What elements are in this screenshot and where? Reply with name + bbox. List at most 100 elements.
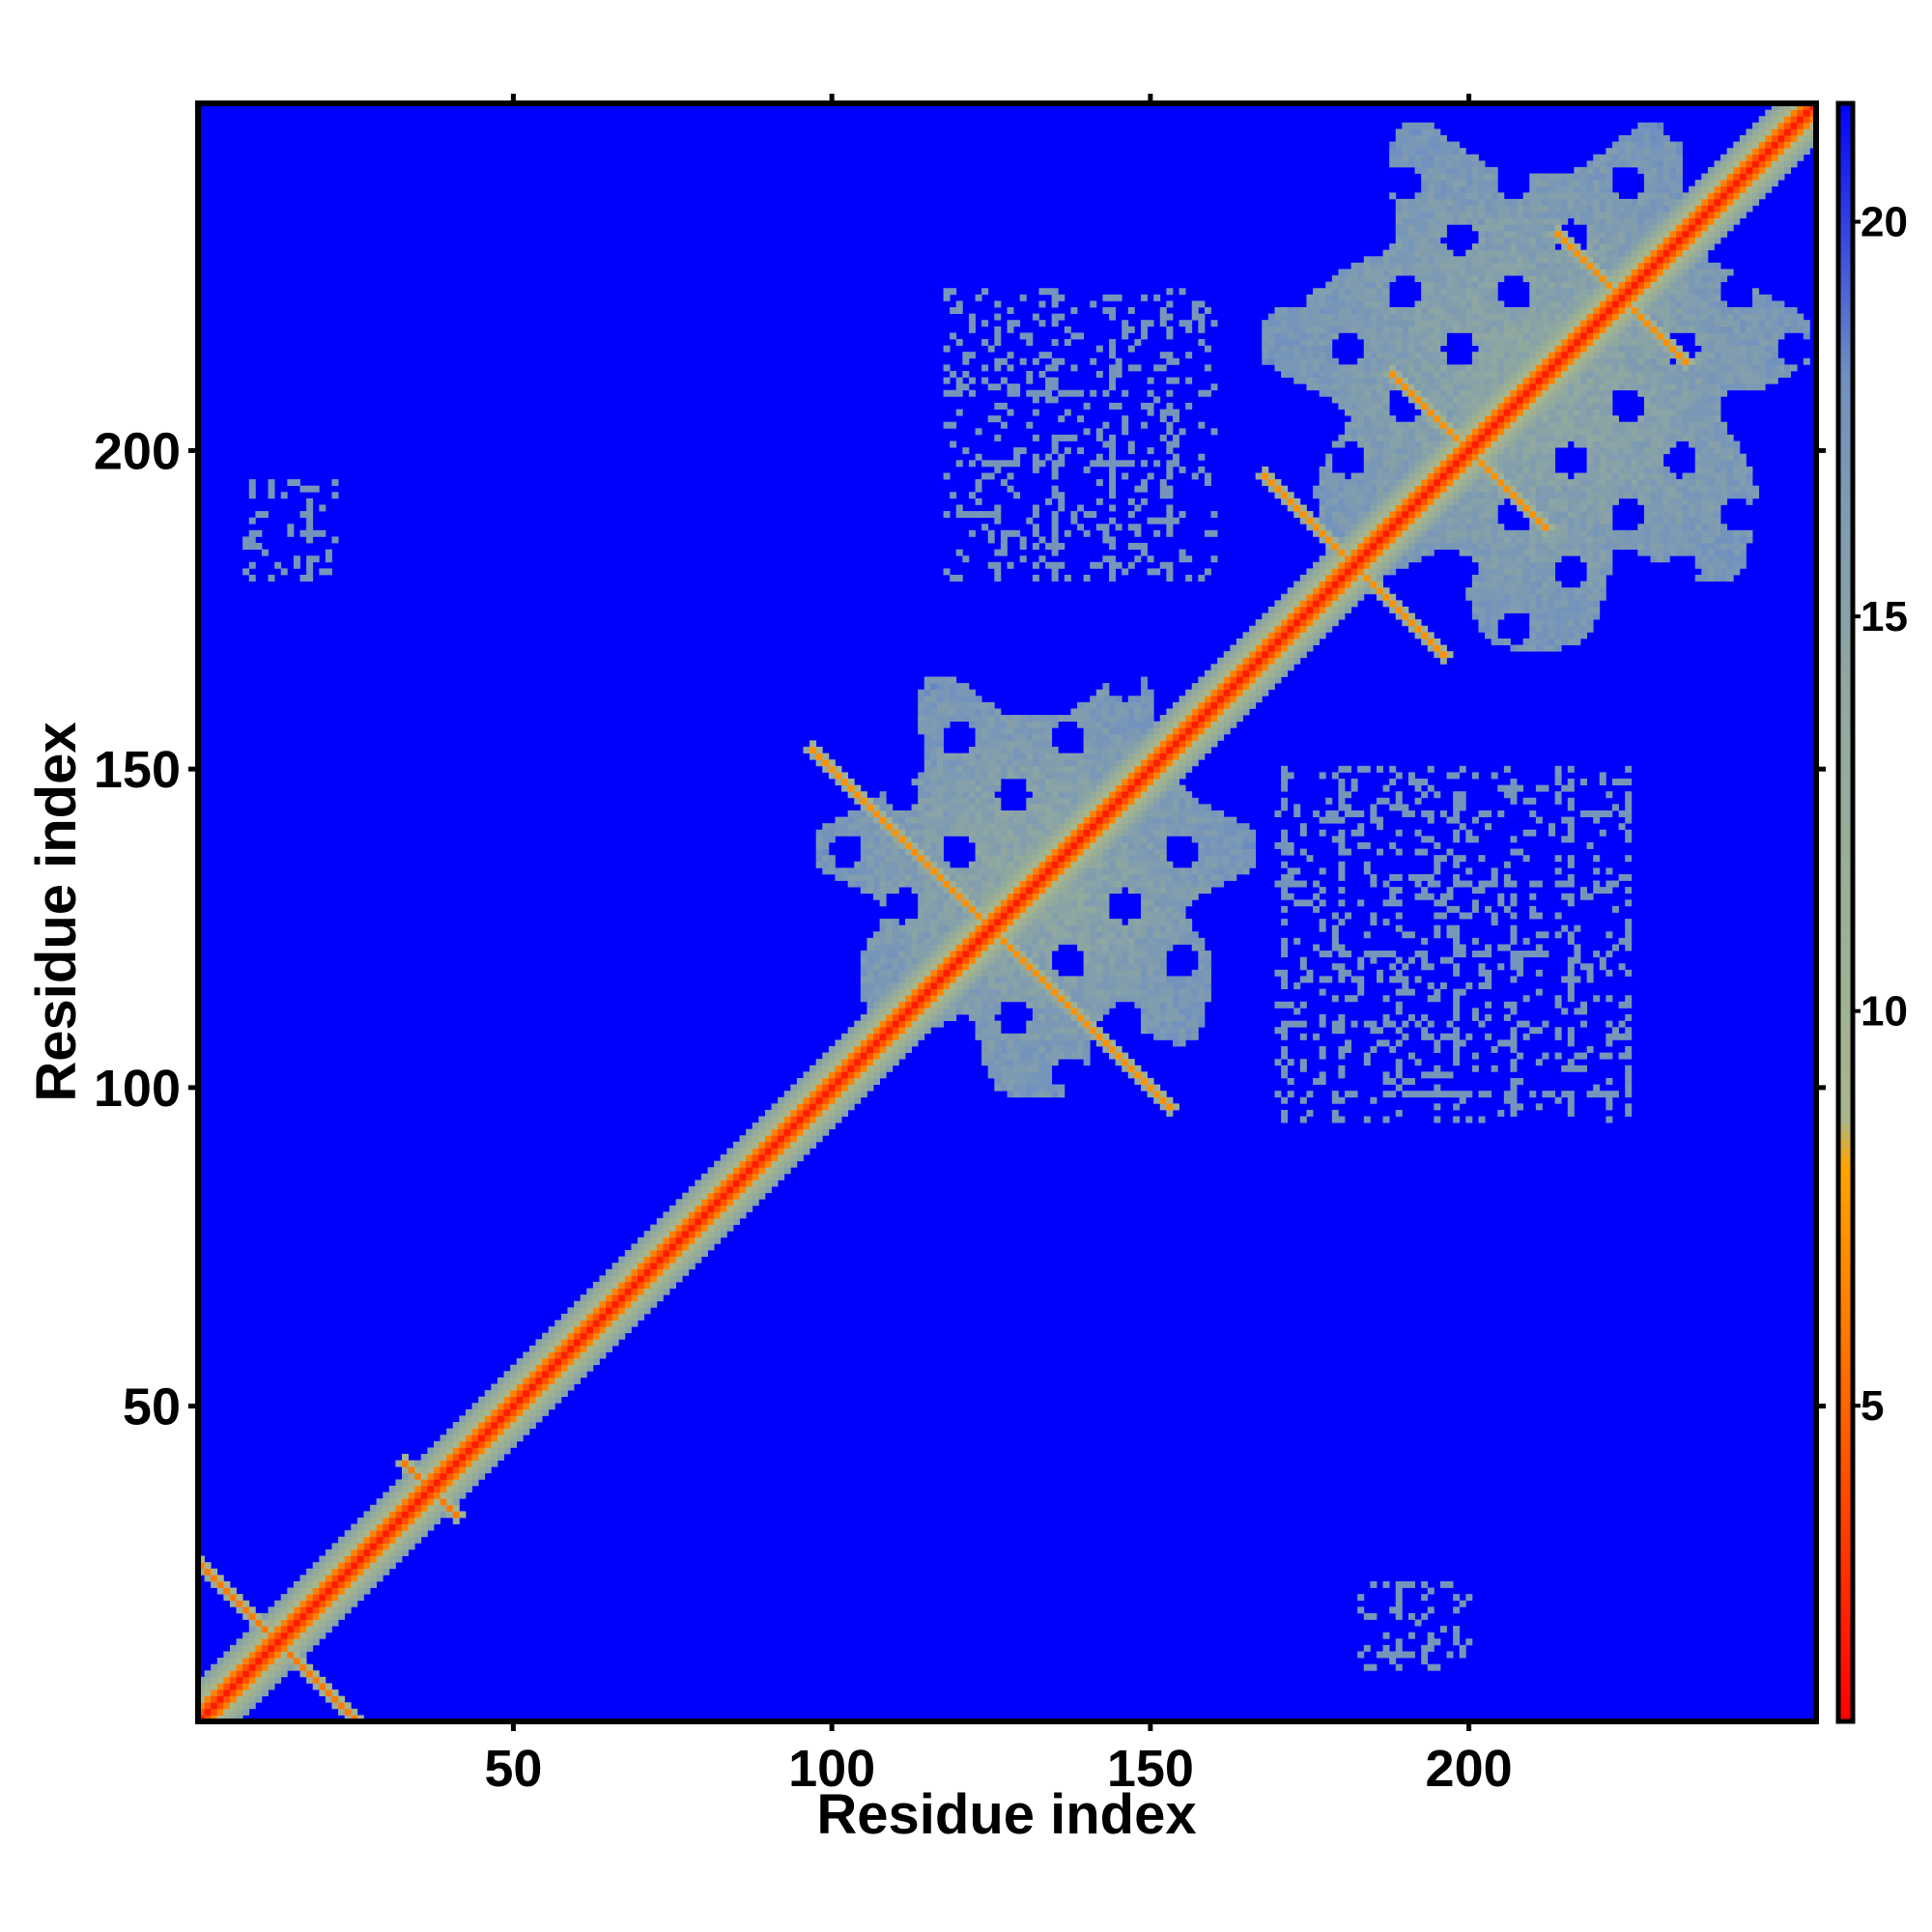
heatmap-cell xyxy=(1242,669,1250,677)
heatmap-cell xyxy=(847,1096,855,1104)
heatmap-cell xyxy=(1095,867,1103,875)
heatmap-cell xyxy=(1013,855,1027,863)
heatmap-cell xyxy=(325,1626,332,1634)
heatmap-cell xyxy=(975,969,982,977)
heatmap-cell xyxy=(1026,1065,1034,1072)
heatmap-cell xyxy=(1090,1008,1097,1015)
heatmap-cell xyxy=(1625,1052,1633,1060)
heatmap-cell xyxy=(1625,1001,1633,1009)
heatmap-cell xyxy=(1147,810,1154,817)
heatmap-cell xyxy=(675,1263,683,1270)
heatmap-cell xyxy=(1000,956,1008,964)
heatmap-cell xyxy=(886,1014,894,1021)
heatmap-cell xyxy=(796,1141,804,1149)
heatmap-cell xyxy=(592,1281,600,1289)
heatmap-cell xyxy=(1376,816,1383,824)
heatmap-cell xyxy=(408,1511,415,1519)
heatmap-cell xyxy=(1255,669,1263,677)
heatmap-cell xyxy=(918,810,925,817)
heatmap-cell xyxy=(1134,969,1142,977)
heatmap-cell xyxy=(1000,759,1008,767)
heatmap-cell xyxy=(440,1440,447,1448)
heatmap-cell xyxy=(1166,861,1174,868)
heatmap-cell xyxy=(1026,873,1034,881)
heatmap-cell xyxy=(1095,880,1103,888)
heatmap-cell xyxy=(764,1141,772,1149)
heatmap-cell xyxy=(1083,924,1091,932)
heatmap-cell xyxy=(1593,1084,1601,1092)
heatmap-cell xyxy=(1095,912,1103,920)
heatmap-cell xyxy=(606,1320,613,1327)
heatmap-cell xyxy=(1019,861,1027,868)
heatmap-cell xyxy=(1554,867,1562,875)
heatmap-cell xyxy=(1000,873,1008,881)
heatmap-cell xyxy=(663,1263,670,1270)
heatmap-cell xyxy=(1439,1071,1454,1079)
heatmap-cell xyxy=(695,1250,702,1257)
heatmap-cell xyxy=(955,791,963,799)
heatmap-cell xyxy=(873,1052,881,1060)
heatmap-cell xyxy=(867,1045,874,1053)
heatmap-cell xyxy=(1567,1096,1575,1104)
heatmap-cell xyxy=(815,1065,823,1072)
heatmap-cell xyxy=(720,1186,727,1194)
heatmap-cell xyxy=(854,873,862,881)
heatmap-cell xyxy=(1159,733,1167,741)
heatmap-cell xyxy=(923,976,931,983)
heatmap-cell xyxy=(1090,924,1097,932)
heatmap-cell xyxy=(1599,779,1606,786)
heatmap-cell xyxy=(1032,841,1039,849)
heatmap-cell xyxy=(688,1199,696,1207)
heatmap-cell xyxy=(1179,721,1186,728)
heatmap-cell xyxy=(420,1472,428,1480)
heatmap-cell xyxy=(668,1243,676,1251)
heatmap-cell xyxy=(898,976,906,983)
heatmap-cell xyxy=(1032,1027,1039,1035)
heatmap-cell xyxy=(1095,963,1103,971)
heatmap-cell xyxy=(1510,956,1518,964)
heatmap-cell xyxy=(1453,1091,1473,1098)
heatmap-cell xyxy=(803,1116,810,1123)
heatmap-cell xyxy=(1083,1039,1091,1047)
heatmap-cell xyxy=(943,779,951,786)
heatmap-cell xyxy=(331,1702,339,1710)
heatmap-cell xyxy=(1147,963,1161,971)
heatmap-cell xyxy=(962,995,970,1003)
heatmap-cell xyxy=(987,969,995,977)
heatmap-cell xyxy=(981,708,989,716)
heatmap-cell xyxy=(1026,969,1034,977)
heatmap-cell xyxy=(548,1326,555,1334)
heatmap-cell xyxy=(1000,816,1008,824)
heatmap-cell xyxy=(1376,765,1383,773)
heatmap-cell xyxy=(1019,924,1027,932)
heatmap-cell xyxy=(1459,951,1466,958)
heatmap-cell xyxy=(930,988,938,996)
heatmap-cell xyxy=(1370,1027,1383,1035)
heatmap-cell xyxy=(325,1548,332,1556)
heatmap-cell xyxy=(1090,816,1097,824)
heatmap-cell xyxy=(950,676,957,684)
heatmap-cell xyxy=(1122,969,1135,977)
heatmap-cell xyxy=(592,1313,600,1321)
heatmap-cell xyxy=(955,969,963,977)
heatmap-cell xyxy=(923,772,931,780)
heatmap-cell xyxy=(574,1326,582,1334)
heatmap-cell xyxy=(987,944,995,952)
heatmap-cell xyxy=(1370,873,1378,881)
heatmap-cell xyxy=(860,855,867,863)
heatmap-cell xyxy=(599,1300,607,1308)
heatmap-cell xyxy=(796,1091,804,1098)
heatmap-cell xyxy=(1007,912,1014,920)
heatmap-cell xyxy=(1134,791,1142,799)
heatmap-cell xyxy=(523,1396,530,1404)
heatmap-cell xyxy=(1166,924,1174,932)
heatmap-cell xyxy=(1434,841,1441,849)
heatmap-cell xyxy=(1109,976,1116,983)
heatmap-cell xyxy=(1083,861,1091,868)
heatmap-cell xyxy=(1038,1052,1046,1060)
heatmap-cell xyxy=(1172,733,1179,741)
heatmap-cell xyxy=(904,816,912,824)
heatmap-cell xyxy=(1185,982,1193,990)
heatmap-cell xyxy=(1109,982,1116,990)
heatmap-cell xyxy=(1045,919,1053,926)
